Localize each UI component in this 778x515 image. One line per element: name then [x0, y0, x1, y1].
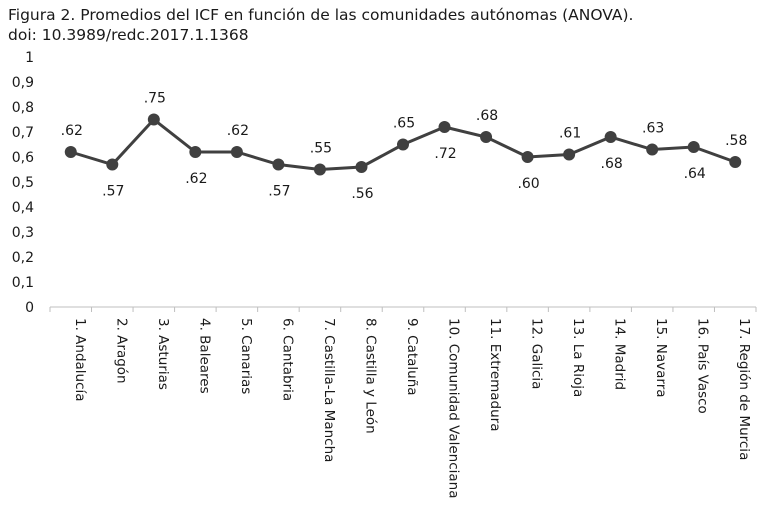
data-label: .55 [310, 141, 332, 157]
data-label: .62 [61, 123, 83, 139]
y-tick-label: 0,9 [12, 75, 34, 91]
x-tick-label: 4. Baleares [196, 318, 212, 394]
x-tick-label: 11. Extremadura [487, 318, 503, 432]
x-tick-label: 7. Castilla-La Mancha [321, 318, 337, 462]
data-labels: .62 .57 .75 .62 .62 .57 .55 .56 .65 .72 .68 .60 .61.… [61, 91, 748, 203]
caption-line-1: Figura 2. Promedios del ICF en función d… [8, 6, 634, 24]
data-point [480, 131, 493, 143]
data-point [604, 131, 617, 143]
data-point [438, 121, 451, 133]
y-tick-label: 0,8 [12, 100, 34, 116]
data-point [729, 156, 742, 168]
x-tick-label: 10. Comunidad Valenciana [446, 318, 462, 499]
y-tick-label: 0,4 [12, 200, 34, 216]
data-point [230, 146, 243, 158]
y-axis: 0 0,1 0,2 0,3 0,4 0,5 0,6 0,7 0,8 0,9 1 [12, 50, 34, 316]
y-tick-label: 0,6 [12, 150, 34, 166]
data-label: .62 [185, 171, 207, 187]
x-tick-label: 2. Aragón [113, 318, 129, 384]
x-axis: 1. Andalucía 2. Aragón 3. Asturias 4. Balea… [49, 307, 757, 499]
caption-line-2: doi: 10.3989/redc.2017.1.1368 [8, 26, 249, 44]
x-tick-label: 1. Andalucía [72, 318, 88, 402]
data-label: .57 [268, 184, 290, 200]
x-tick-label: 9. Cataluña [404, 318, 420, 396]
data-point [147, 113, 160, 126]
data-label: .68 [476, 108, 498, 124]
data-points [64, 113, 742, 176]
x-tick-label: 13. La Rioja [570, 318, 586, 397]
data-label: .57 [102, 184, 124, 200]
data-label: .61 [559, 126, 581, 142]
data-point [106, 158, 119, 171]
data-point [563, 148, 576, 161]
x-tick-label: 17. Región de Murcia [736, 318, 752, 460]
data-point [355, 161, 368, 173]
data-point [189, 146, 202, 158]
data-point [646, 143, 659, 156]
y-tick-label: 0,5 [12, 175, 34, 191]
x-tick-label: 5. Canarias [238, 318, 254, 394]
data-point [687, 141, 700, 153]
y-tick-label: 0 [25, 300, 34, 316]
data-label: .56 [351, 186, 373, 202]
data-label: .64 [684, 166, 706, 182]
x-tick-label: 6. Cantabria [279, 318, 295, 401]
data-point [313, 163, 326, 176]
data-point [64, 146, 77, 158]
data-label: .63 [642, 121, 664, 137]
x-tick-label: 12. Galicia [529, 318, 545, 389]
x-tick-label: 15. Navarra [653, 318, 669, 398]
data-label: .72 [434, 146, 456, 162]
y-tick-label: 0,7 [12, 125, 34, 141]
x-tick-label: 14. Madrid [612, 318, 628, 390]
figure-caption: Figura 2. Promedios del ICF en función d… [8, 5, 633, 45]
y-tick-label: 0,3 [12, 225, 34, 241]
data-label: .58 [725, 133, 747, 149]
y-tick-label: 1 [25, 50, 34, 66]
y-tick-label: 0,2 [12, 250, 34, 266]
x-tick-label: 8. Castilla y León [362, 318, 378, 434]
x-tick-label: 16. País Vasco [695, 318, 711, 414]
data-label: .75 [144, 91, 166, 107]
data-point [521, 151, 534, 163]
data-point [397, 138, 409, 151]
data-label: .62 [227, 123, 249, 139]
x-tick-label: 3. Asturias [155, 318, 171, 390]
data-label: .60 [517, 176, 539, 192]
data-label: .68 [601, 156, 623, 172]
data-point [272, 158, 285, 171]
data-label: .65 [393, 116, 415, 132]
y-tick-label: 0,1 [12, 275, 34, 291]
